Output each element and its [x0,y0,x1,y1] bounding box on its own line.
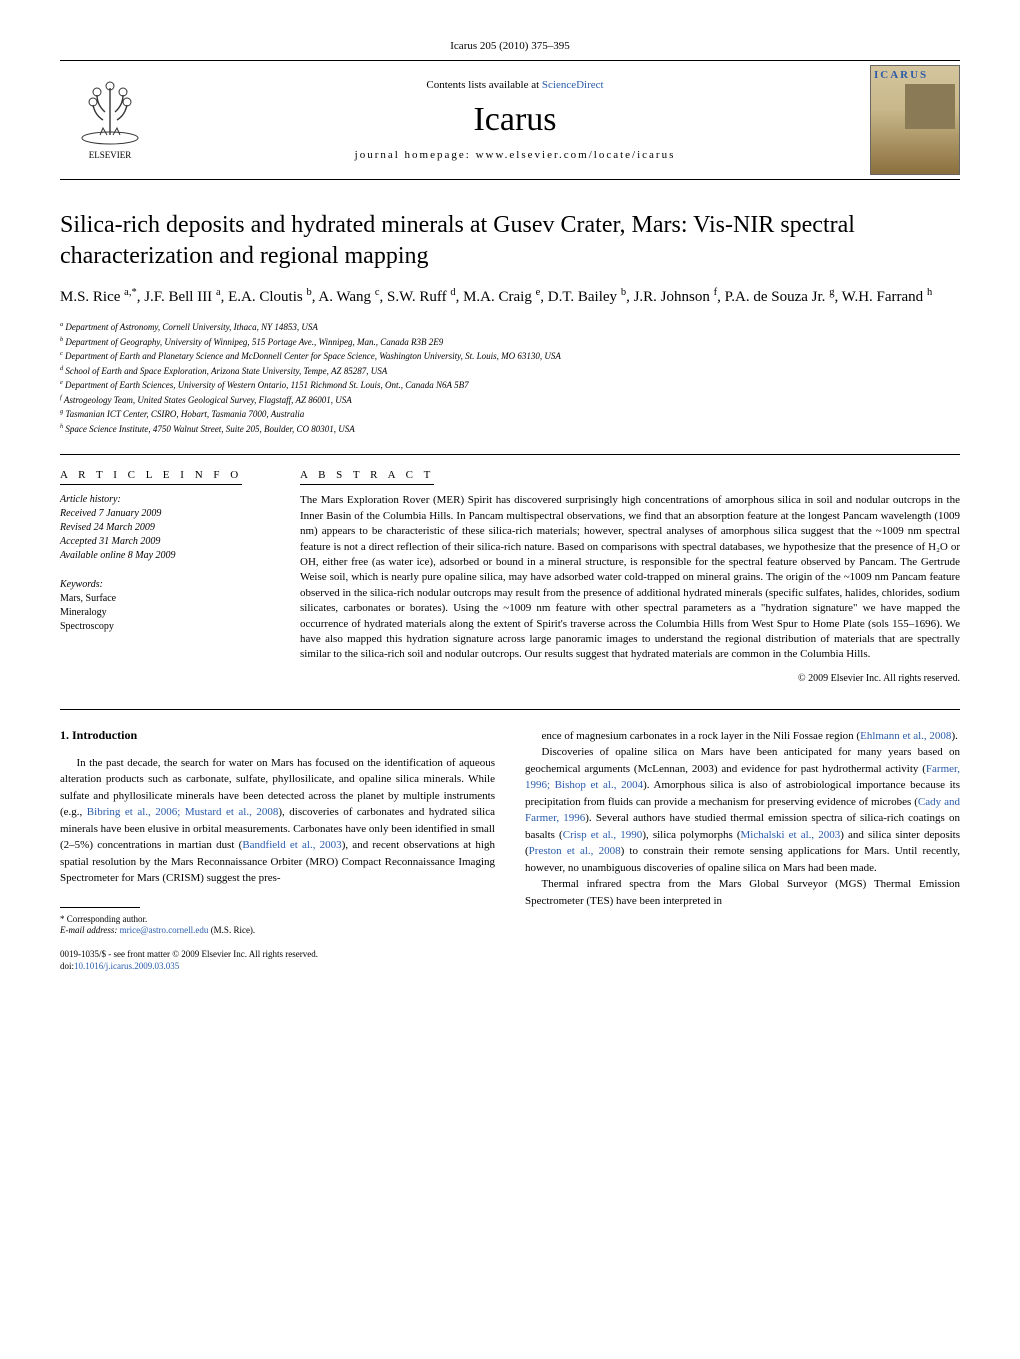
body-paragraph: ence of magnesium carbonates in a rock l… [525,728,960,745]
cover-image-icon [905,84,955,129]
elsevier-logo: ELSEVIER [60,70,160,170]
history-line: Received 7 January 2009 [60,507,270,521]
email-label: E-mail address: [60,925,120,935]
homepage-line: journal homepage: www.elsevier.com/locat… [160,149,870,161]
citation-link[interactable]: Cady and Farmer, 1996 [525,796,960,825]
citation-link[interactable]: Bibring et al., 2006; Mustard et al., 20… [87,806,279,818]
homepage-prefix: journal homepage: [355,149,476,161]
journal-cover: ICARUS [870,65,960,175]
history-line: Revised 24 March 2009 [60,521,270,535]
sciencedirect-link[interactable]: ScienceDirect [542,79,604,91]
abstract-heading: A B S T R A C T [300,469,434,485]
abstract-text: The Mars Exploration Rover (MER) Spirit … [300,493,960,662]
right-column: ence of magnesium carbonates in a rock l… [525,728,960,973]
body-paragraph: In the past decade, the search for water… [60,755,495,887]
header-banner: ELSEVIER Contents lists available at Sci… [60,60,960,180]
citation-link[interactable]: Michalski et al., 2003 [741,829,841,841]
affiliation-line: b Department of Geography, University of… [60,335,960,350]
citation-link[interactable]: Bandfield et al., 2003 [242,839,341,851]
bottom-meta: 0019-1035/$ - see front matter © 2009 El… [60,949,495,972]
citation-link[interactable]: Crisp et al., 1990 [563,829,643,841]
keywords: Mars, SurfaceMineralogySpectroscopy [60,592,270,634]
affiliation-line: f Astrogeology Team, United States Geolo… [60,393,960,408]
affiliation-line: g Tasmanian ICT Center, CSIRO, Hobart, T… [60,407,960,422]
corresponding-label: * Corresponding author. [60,914,495,926]
article-info-column: A R T I C L E I N F O Article history: R… [60,455,270,683]
contents-prefix: Contents lists available at [426,79,541,91]
journal-name: Icarus [160,101,870,139]
homepage-url: www.elsevier.com/locate/icarus [476,149,676,161]
top-citation: Icarus 205 (2010) 375–395 [60,40,960,52]
article-title: Silica-rich deposits and hydrated minera… [60,210,960,272]
intro-heading: 1. Introduction [60,728,495,743]
history-line: Available online 8 May 2009 [60,549,270,563]
affiliation-line: h Space Science Institute, 4750 Walnut S… [60,422,960,437]
keyword-line: Spectroscopy [60,620,270,634]
contents-line: Contents lists available at ScienceDirec… [160,79,870,91]
cover-title: ICARUS [874,69,956,81]
corresponding-footnote: * Corresponding author. E-mail address: … [60,914,495,937]
keywords-label: Keywords: [60,579,270,590]
elsevier-tree-icon [75,80,145,150]
elsevier-label: ELSEVIER [89,150,132,160]
doi-link[interactable]: 10.1016/j.icarus.2009.03.035 [74,961,179,971]
email-suffix: (M.S. Rice). [208,925,255,935]
banner-center: Contents lists available at ScienceDirec… [160,79,870,161]
body-two-column: 1. Introduction In the past decade, the … [60,728,960,973]
affiliation-line: a Department of Astronomy, Cornell Unive… [60,320,960,335]
affiliation-line: e Department of Earth Sciences, Universi… [60,378,960,393]
footnote-divider [60,907,140,908]
history-line: Accepted 31 March 2009 [60,535,270,549]
abstract-column: A B S T R A C T The Mars Exploration Rov… [300,455,960,683]
email-link[interactable]: mrice@astro.cornell.edu [120,925,209,935]
affiliation-line: c Department of Earth and Planetary Scie… [60,349,960,364]
affiliation-line: d School of Earth and Space Exploration,… [60,364,960,379]
affiliations: a Department of Astronomy, Cornell Unive… [60,320,960,436]
citation-link[interactable]: Ehlmann et al., 2008 [860,730,951,742]
left-column: 1. Introduction In the past decade, the … [60,728,495,973]
abstract-copyright: © 2009 Elsevier Inc. All rights reserved… [300,673,960,684]
body-paragraph: Discoveries of opaline silica on Mars ha… [525,744,960,876]
issn-line: 0019-1035/$ - see front matter © 2009 El… [60,949,495,961]
keyword-line: Mineralogy [60,606,270,620]
citation-link[interactable]: Farmer, 1996; Bishop et al., 2004 [525,763,960,792]
article-info-heading: A R T I C L E I N F O [60,469,242,485]
section-divider [60,709,960,710]
body-paragraph: Thermal infrared spectra from the Mars G… [525,876,960,909]
article-history: Article history: Received 7 January 2009… [60,493,270,563]
doi-prefix: doi: [60,961,74,971]
authors: M.S. Rice a,*, J.F. Bell III a, E.A. Clo… [60,286,960,308]
keyword-line: Mars, Surface [60,592,270,606]
citation-link[interactable]: Preston et al., 2008 [529,845,621,857]
history-label: Article history: [60,493,270,507]
